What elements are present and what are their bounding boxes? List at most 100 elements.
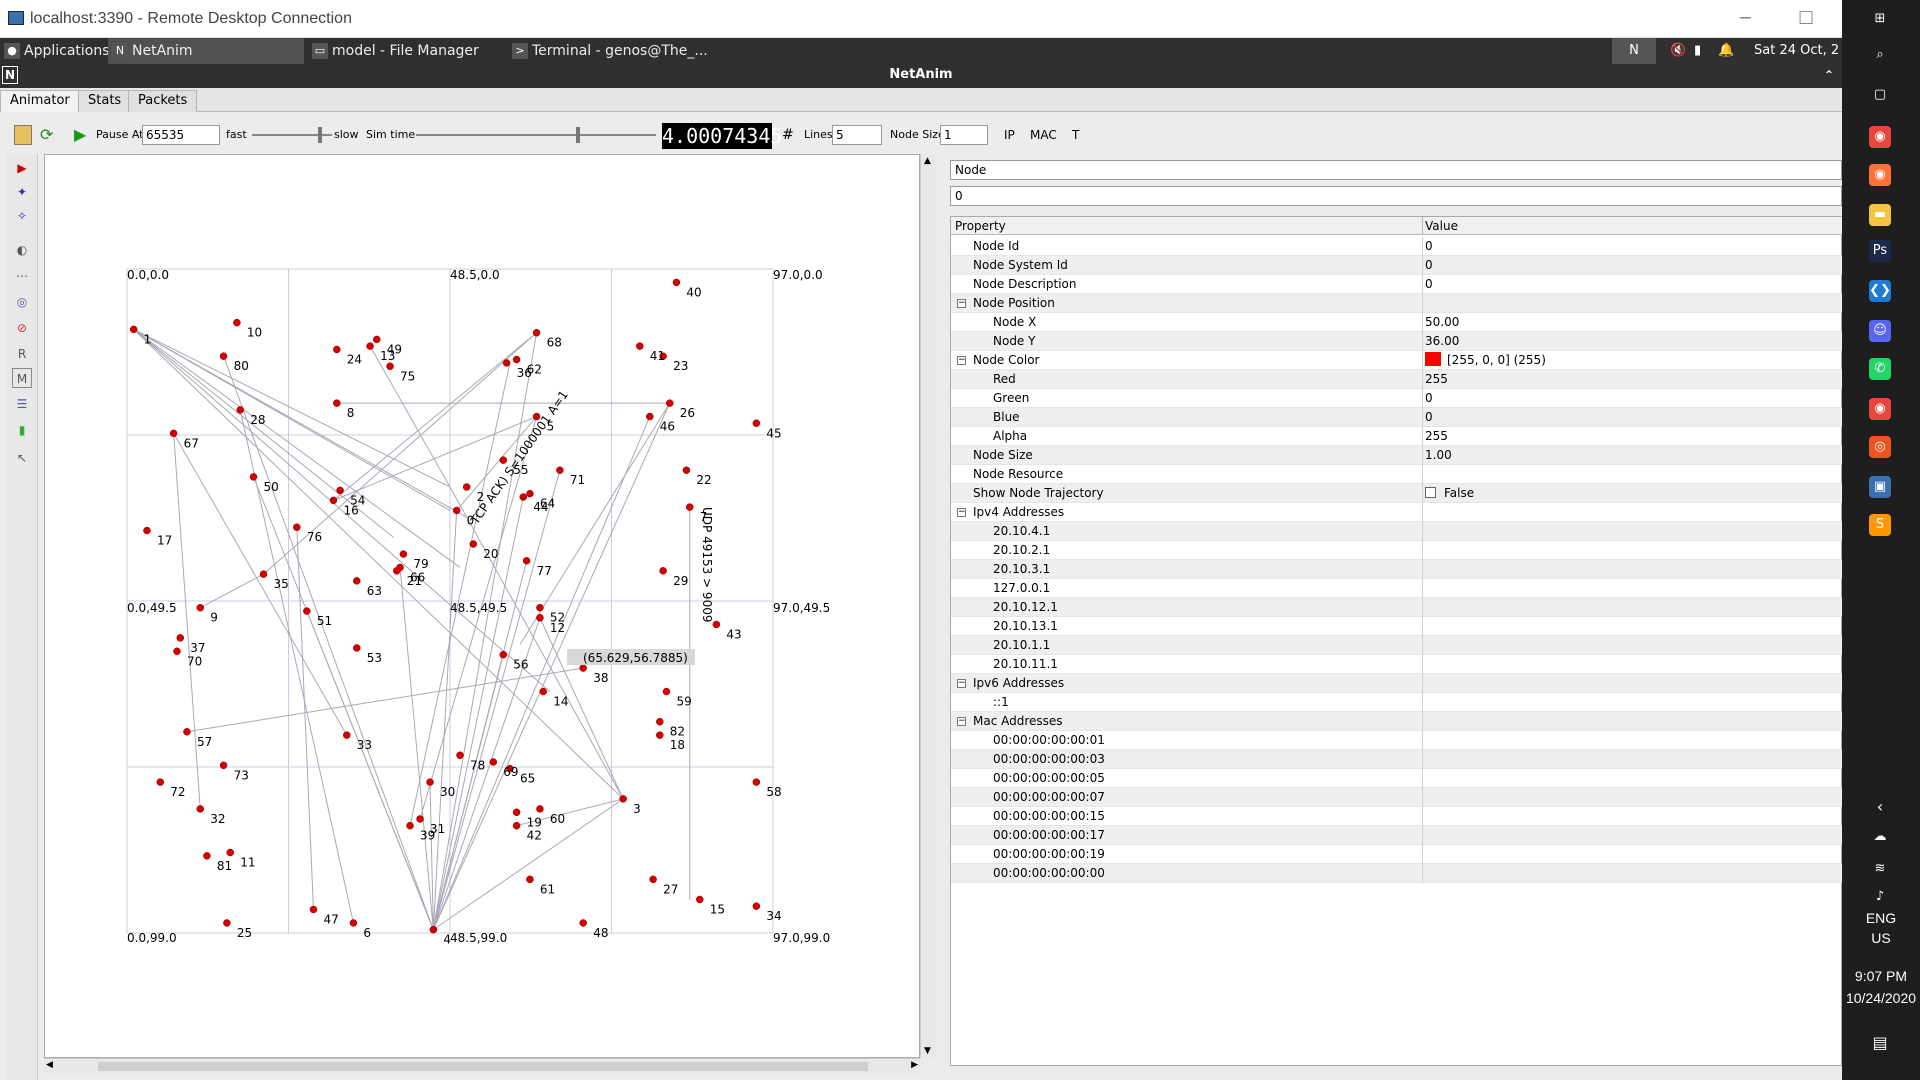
property-row[interactable]: Node Id 0 [951, 237, 1843, 256]
network-node[interactable]: 28 [236, 406, 266, 427]
node-dot[interactable] [169, 429, 178, 438]
volume-muted-icon[interactable]: 🔇 [1670, 43, 1687, 58]
property-row[interactable]: − Mac Addresses [951, 712, 1843, 731]
lines-spinbox[interactable] [832, 125, 882, 145]
network-node[interactable]: 79 [399, 550, 429, 572]
search-icon[interactable]: ⌕ [1869, 44, 1891, 66]
network-node[interactable]: 7 [686, 503, 707, 525]
wireless-circles-icon[interactable]: ◎ [16, 295, 28, 309]
network-node[interactable]: 20 [469, 540, 499, 561]
tab-packets[interactable]: Packets [128, 90, 198, 112]
node-dot[interactable] [329, 496, 338, 505]
node-dot[interactable] [659, 352, 667, 360]
property-value[interactable]: [255, 0, 0] (255) [1425, 351, 1546, 370]
node-dot[interactable] [512, 808, 521, 817]
network-node[interactable]: 26 [666, 399, 695, 421]
taskbar-date[interactable]: 10/24/2020 [1845, 990, 1917, 1006]
network-node[interactable]: 17 [143, 526, 172, 548]
vscode-icon[interactable]: ❮❯ [1869, 280, 1891, 302]
network-node[interactable]: 57 [183, 728, 212, 749]
property-value[interactable]: 255 [1425, 370, 1448, 389]
windows-start-icon[interactable]: ⊞ [1869, 8, 1891, 30]
property-row[interactable]: 20.10.13.1 [951, 617, 1843, 636]
maximize-button[interactable]: ☐ [1798, 8, 1815, 29]
network-node[interactable]: 0 [452, 506, 474, 528]
node-dot[interactable] [532, 328, 541, 337]
network-node[interactable]: 78 [456, 751, 485, 773]
node-dot[interactable] [512, 355, 521, 364]
network-node[interactable]: 33 [343, 731, 372, 753]
node-dot[interactable] [666, 399, 674, 407]
node-dot[interactable] [236, 406, 244, 414]
property-row[interactable]: 20.10.11.1 [951, 655, 1843, 674]
node-dot[interactable] [656, 717, 664, 726]
applications-menu[interactable]: ● Applications : [0, 38, 110, 85]
network-node[interactable]: 13 [366, 342, 396, 364]
network-node[interactable]: 38 [579, 664, 609, 686]
taskbar-item-file-manager[interactable]: ▭ model - File Manager [308, 38, 504, 64]
network-node[interactable]: 8 [333, 399, 354, 421]
node-dot[interactable] [695, 895, 704, 904]
network-node[interactable]: 54 [336, 486, 366, 508]
property-value[interactable]: False [1425, 484, 1474, 503]
netanim-tray-icon[interactable]: N [1612, 38, 1656, 64]
node-dot[interactable] [396, 563, 404, 572]
ubuntu-icon[interactable]: ◎ [1869, 436, 1891, 458]
network-node[interactable]: 25 [223, 919, 252, 940]
open-file-icon[interactable] [14, 125, 32, 145]
property-row[interactable]: 00:00:00:00:00:15 [951, 807, 1843, 826]
network-node[interactable]: 60 [536, 805, 565, 826]
node-dot[interactable] [682, 466, 691, 474]
network-node[interactable]: 68 [532, 328, 562, 350]
collapse-toggle-icon[interactable]: − [957, 716, 966, 726]
network-node[interactable]: 76 [293, 523, 322, 545]
cursor-icon[interactable]: ↖ [16, 451, 28, 465]
node-dot[interactable] [522, 557, 531, 565]
network-node[interactable]: 49 [372, 335, 402, 357]
battery-tool-icon[interactable]: ▮ [18, 423, 26, 437]
node-dot[interactable] [579, 664, 587, 672]
node-dot[interactable] [426, 778, 434, 786]
node-dot[interactable] [452, 506, 461, 515]
property-row[interactable]: 127.0.0.1 [951, 579, 1843, 598]
property-row[interactable]: 00:00:00:00:00:01 [951, 731, 1843, 750]
node-dot[interactable] [506, 764, 514, 773]
notification-bell-icon[interactable]: 🔔 [1718, 43, 1735, 58]
zoom-out-icon[interactable]: ✧ [16, 209, 28, 223]
property-row[interactable]: 00:00:00:00:00:19 [951, 845, 1843, 864]
property-value[interactable]: 0 [1425, 408, 1433, 427]
node-dot[interactable] [519, 493, 528, 501]
collapse-toggle-icon[interactable]: − [957, 678, 966, 688]
property-row[interactable]: 20.10.1.1 [951, 636, 1843, 655]
network-node[interactable]: 1 [129, 325, 151, 347]
pan-icon[interactable]: ◐ [16, 243, 28, 257]
network-node[interactable]: 61 [526, 875, 555, 897]
trajectory-checkbox[interactable] [1425, 487, 1436, 498]
network-node[interactable]: 5 [532, 412, 554, 434]
chrome-icon[interactable]: ◉ [1869, 126, 1891, 148]
network-node[interactable]: 30 [426, 778, 456, 800]
property-row[interactable]: Red 255 [951, 370, 1843, 389]
network-node[interactable]: 82 [656, 717, 685, 739]
node-dot[interactable] [526, 489, 534, 498]
node-dot[interactable] [196, 805, 205, 813]
input-language[interactable]: ENG [1865, 910, 1897, 926]
sim-time-slider-track[interactable] [416, 134, 656, 136]
network-node[interactable]: 66 [396, 563, 426, 585]
property-value[interactable]: 0 [1425, 256, 1433, 275]
node-dot[interactable] [539, 687, 547, 696]
taskbar-time[interactable]: 9:07 PM [1854, 968, 1908, 984]
property-row[interactable]: − Node Color [255, 0, 0] (255) [951, 351, 1843, 370]
network-node[interactable]: 75 [386, 362, 416, 384]
network-node[interactable]: 43 [712, 620, 742, 642]
network-node[interactable]: 59 [662, 687, 692, 709]
sublime-icon[interactable]: S [1869, 514, 1891, 536]
block-icon[interactable]: ⊘ [16, 321, 28, 335]
node-dot[interactable] [349, 919, 358, 927]
nodes-layer[interactable]: 0134568910111213141516171819202122232425… [129, 278, 782, 947]
node-dot[interactable] [649, 875, 657, 884]
network-node[interactable]: 48 [579, 919, 609, 940]
discord-icon[interactable]: ☺ [1869, 320, 1891, 342]
ip-toggle-button[interactable]: IP [1004, 128, 1015, 142]
property-value[interactable]: 0 [1425, 275, 1433, 294]
